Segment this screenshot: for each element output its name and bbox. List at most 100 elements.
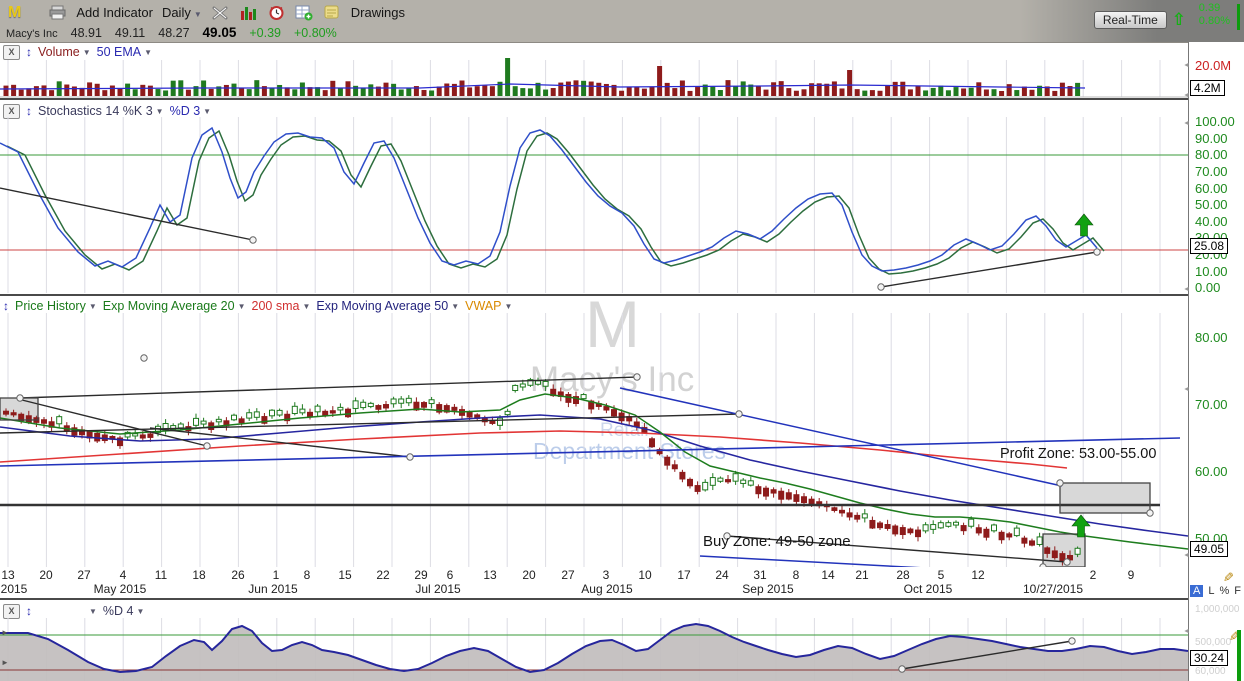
buy-zone-annotation[interactable]: Buy Zone: 49-50 zone [703,533,851,550]
scale-arrow-icon[interactable]: ◄ [1183,92,1190,99]
ema20-dropdown[interactable]: Exp Moving Average 20▼ [103,299,246,313]
scale-mode-F[interactable]: F [1234,585,1241,597]
scale-mode-buttons[interactable]: AL% F [1190,585,1241,597]
axis-tick: 26 [231,568,244,582]
close-icon[interactable]: X [3,604,20,619]
quote-change: +0.39 [249,26,281,40]
axis-month-label: Sep 2015 [742,582,793,596]
axis-tick: 12 [971,568,984,582]
scale-arrow-icon[interactable]: ◄ [1183,120,1190,127]
volume-ema-line [0,84,1085,89]
scale-arrow-icon[interactable]: ◄ [1183,286,1190,293]
scale-label: 0.00 [1195,280,1220,295]
axis-tick: 27 [77,568,90,582]
app-logo: M [8,4,21,22]
axis-tick: 28 [896,568,909,582]
axis-month-label: Jul 2015 [415,582,460,596]
d4-dropdown[interactable]: %D 4▼ [103,604,145,618]
volume-indicator-dropdown[interactable]: Volume▼ [38,45,91,59]
grid-add-icon[interactable] [295,4,314,22]
axis-tick: 15 [338,568,351,582]
price-chart [0,313,1188,567]
axis-tick: 3 [603,568,610,582]
axis-tick: 8 [304,568,311,582]
scale-mode-%[interactable]: % [1219,585,1229,597]
scale-nudge-icon[interactable]: ► [1,658,9,667]
profit-zone-annotation[interactable]: Profit Zone: 53.00-55.00 [1000,446,1156,462]
current-value-box: 4.2M [1190,80,1225,96]
pane-divider[interactable] [0,598,1244,600]
drawing-box-fills[interactable] [0,398,1150,567]
up-arrow-drawing[interactable] [1075,214,1093,236]
quote-last: 49.05 [203,25,237,40]
date-axis: 1320274111826181522296132027310172431814… [0,567,1188,598]
scale-label: 60.00 [1195,464,1228,479]
quote-open: 48.91 [71,26,102,40]
axis-tick: 31 [753,568,766,582]
scale-nudge-icon[interactable]: ► [1,628,9,637]
tools-icon[interactable] [211,4,230,22]
move-pane-icon[interactable]: ↕ [26,104,32,118]
chart-bars-icon[interactable] [239,4,258,22]
axis-tick: 6 [447,568,454,582]
axis-month-label: Jun 2015 [248,582,297,596]
scale-mode-L[interactable]: L [1208,585,1214,597]
axis-month-label: 10/27/2015 [1023,582,1083,596]
chevron-down-icon: ▼ [194,10,202,19]
scale-mode-A[interactable]: A [1190,585,1203,597]
quote-low: 48.27 [158,26,189,40]
notes-icon[interactable] [323,4,342,22]
main-toolbar: M Add Indicator Daily▼ Drawi [0,0,1244,43]
axis-tick: 20 [39,568,52,582]
axis-tick: 22 [376,568,389,582]
scale-label: 80.00 [1195,330,1228,345]
quote-high: 49.11 [115,26,145,40]
volume-chart [0,58,1188,98]
trendlines[interactable] [0,188,1097,287]
scale-label: 100.00 [1195,114,1235,129]
hidden-indicator-dropdown[interactable]: ▼ [86,607,97,616]
axis-tick: 4 [120,568,127,582]
ema50-dropdown[interactable]: Exp Moving Average 50▼ [316,299,459,313]
scale-label: 40.00 [1195,214,1228,229]
scale-arrow-icon[interactable]: ◄ [1183,628,1190,635]
drawing-box-borders[interactable] [0,398,1150,567]
price-pane-header: ↕ Price History▼ Exp Moving Average 20▼ … [0,298,512,314]
timeframe-dropdown[interactable]: Daily▼ [162,5,202,20]
stochastics-k-dropdown[interactable]: Stochastics 14 %K 3▼ [38,104,164,118]
stochastics-d-dropdown[interactable]: %D 3▼ [170,104,212,118]
drawing-handles[interactable] [250,237,1100,290]
scale-label: 60,000 [1195,666,1226,677]
pane-divider[interactable] [0,98,1244,100]
move-pane-icon[interactable]: ↕ [26,604,32,618]
move-pane-icon[interactable]: ↕ [26,45,32,59]
move-pane-icon[interactable]: ↕ [3,299,9,313]
alarm-clock-icon[interactable] [267,4,286,22]
axis-month-label: Aug 2015 [581,582,632,596]
gridlines [8,117,1160,293]
d4-area [0,624,1188,681]
bottom-pane-header: X ↕ ▼ %D 4▼ [0,603,144,619]
axis-tick: 5 [938,568,945,582]
scale-arrow-icon[interactable]: ◄ [1183,62,1190,69]
axis-tick: 8 [793,568,800,582]
add-indicator-button[interactable]: Add Indicator [76,5,153,20]
scale-arrow-icon[interactable]: ◄ [1183,386,1190,393]
edit-pencil-icon[interactable]: ✎ [1219,572,1235,583]
sma200-dropdown[interactable]: 200 sma▼ [252,299,311,313]
scale-label: 70.00 [1195,397,1228,412]
vwap-dropdown[interactable]: VWAP▼ [465,299,512,313]
axis-tick: 10 [638,568,651,582]
change-value: 0.39 [1199,2,1230,15]
timeframe-value: Daily [162,5,191,20]
axis-tick: 9 [1128,568,1135,582]
axis-tick: 13 [483,568,496,582]
price-history-dropdown[interactable]: Price History▼ [15,299,97,313]
scale-arrow-icon[interactable]: ◄ [1183,552,1190,559]
print-icon[interactable] [48,4,67,22]
drawings-button[interactable]: Drawings [351,5,405,20]
axis-tick: 24 [715,568,728,582]
volume-ema-dropdown[interactable]: 50 EMA▼ [97,45,152,59]
scale-label: 10.00 [1195,264,1228,279]
scale-label: 70.00 [1195,164,1228,179]
